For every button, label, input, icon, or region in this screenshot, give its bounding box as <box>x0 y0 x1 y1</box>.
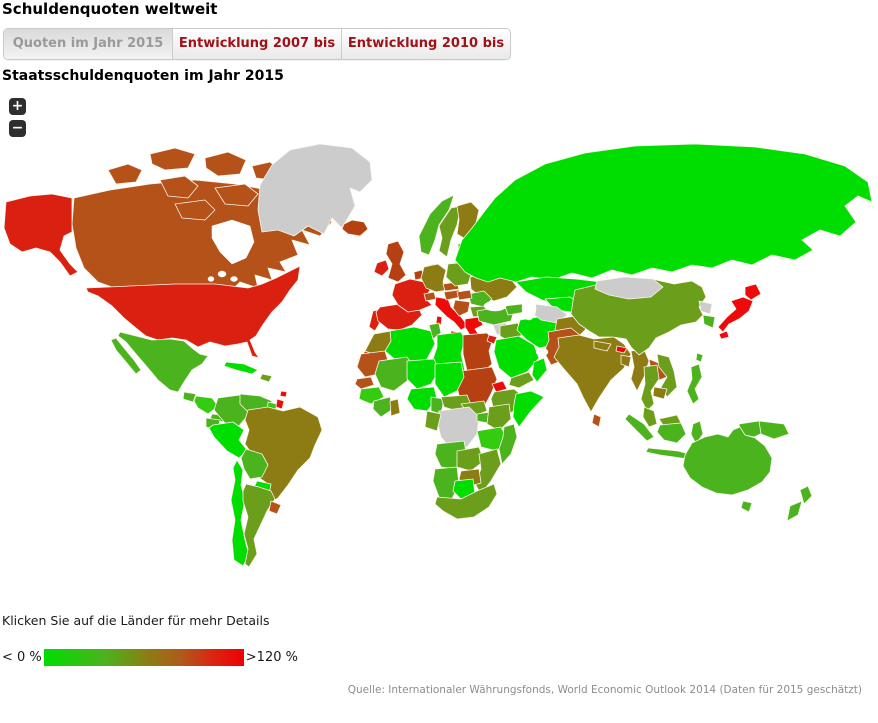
country-senegal[interactable] <box>354 376 375 390</box>
country-nepal[interactable] <box>593 340 612 352</box>
country-usa[interactable] <box>85 265 301 359</box>
country-north-korea[interactable] <box>698 300 713 315</box>
persian-gulf <box>535 347 549 357</box>
great-lake-2 <box>230 276 238 282</box>
country-ivory-coast[interactable] <box>372 396 394 418</box>
country-philippines[interactable] <box>686 363 703 405</box>
country-chad[interactable] <box>434 361 465 398</box>
country-cuba[interactable] <box>223 361 259 375</box>
hudson-bay <box>211 219 255 265</box>
country-south-korea[interactable] <box>702 314 716 329</box>
country-bolivia[interactable] <box>240 448 269 480</box>
country-sri-lanka[interactable] <box>591 413 602 428</box>
country-taiwan[interactable] <box>695 352 704 363</box>
country-tasmania[interactable] <box>740 500 753 513</box>
country-balkans[interactable] <box>452 299 471 317</box>
country-indonesia-sumatra[interactable] <box>624 413 655 442</box>
tab-entwicklung-2007-2015[interactable]: Entwicklung 2007 bis 2015 <box>173 29 342 59</box>
country-honduras[interactable] <box>193 395 219 415</box>
country-hungary[interactable] <box>456 289 473 301</box>
zoom-out-button[interactable]: − <box>9 120 26 137</box>
country-greenland[interactable] <box>257 143 373 237</box>
country-iceland[interactable] <box>341 219 369 237</box>
country-papua-new-guinea[interactable] <box>758 420 790 440</box>
country-hispaniola[interactable] <box>259 373 273 383</box>
country-oman[interactable] <box>531 357 548 383</box>
country-mali[interactable] <box>374 356 415 392</box>
legend: < 0 % >120 % <box>2 649 298 666</box>
country-mexico[interactable] <box>110 331 209 393</box>
country-chile[interactable] <box>230 459 250 567</box>
country-vietnam[interactable] <box>656 353 678 398</box>
great-lake-3 <box>207 276 215 282</box>
country-russia[interactable] <box>454 143 873 283</box>
country-eritrea[interactable] <box>491 380 508 393</box>
tab-entwicklung-2010-2015[interactable]: Entwicklung 2010 bis 2015 <box>342 29 510 59</box>
country-uruguay[interactable] <box>268 500 282 515</box>
zoom-in-button[interactable]: + <box>9 98 26 115</box>
country-norway[interactable] <box>418 194 455 256</box>
great-lake-1 <box>217 270 227 278</box>
country-sweden[interactable] <box>438 205 462 258</box>
country-suriname[interactable] <box>275 398 285 410</box>
legend-max-label: >120 % <box>245 650 298 665</box>
country-united-kingdom[interactable] <box>385 240 407 283</box>
country-kenya[interactable] <box>486 403 512 432</box>
country-guatemala[interactable] <box>182 391 197 403</box>
country-japan[interactable] <box>717 283 762 340</box>
country-peru[interactable] <box>208 421 248 459</box>
country-yemen[interactable] <box>508 371 535 389</box>
page-title: Schuldenquoten weltweit <box>2 0 218 18</box>
country-new-zealand[interactable] <box>786 485 813 522</box>
country-saudi-arabia[interactable] <box>493 335 540 379</box>
country-switzerland[interactable] <box>423 291 437 302</box>
country-malaysia[interactable] <box>642 406 658 428</box>
country-indonesia-borneo[interactable] <box>656 422 687 444</box>
country-madagascar[interactable] <box>498 423 518 465</box>
country-cambodia[interactable] <box>652 386 668 400</box>
country-ireland[interactable] <box>373 259 390 277</box>
world-map <box>0 140 878 612</box>
country-brazil[interactable] <box>244 406 323 506</box>
country-congo[interactable] <box>424 410 442 432</box>
country-china[interactable] <box>570 278 707 356</box>
country-bhutan[interactable] <box>615 345 628 354</box>
map-hint: Klicken Sie auf die Länder für mehr Deta… <box>2 613 270 628</box>
tab-bar: Quoten im Jahr 2015 Entwicklung 2007 bis… <box>3 28 511 60</box>
country-india[interactable] <box>553 334 632 413</box>
country-thailand[interactable] <box>640 364 660 412</box>
country-alaska[interactable] <box>3 193 79 277</box>
country-trinidad[interactable] <box>279 390 288 398</box>
zoom-controls: + − <box>9 98 26 142</box>
country-ghana[interactable] <box>389 398 401 417</box>
black-sea <box>483 300 507 312</box>
legend-min-label: < 0 % <box>2 650 42 665</box>
caspian-sea <box>521 295 537 321</box>
country-niger[interactable] <box>406 358 440 390</box>
country-south-africa[interactable] <box>434 483 498 520</box>
country-jordan[interactable] <box>486 334 498 345</box>
source-note: Quelle: Internationaler Währungsfonds, W… <box>347 684 862 696</box>
legend-gradient <box>43 649 244 666</box>
tab-quoten-2015[interactable]: Quoten im Jahr 2015 <box>4 29 173 59</box>
country-argentina[interactable] <box>242 483 276 568</box>
country-somalia[interactable] <box>512 390 545 428</box>
country-indonesia-sulawesi[interactable] <box>690 420 704 445</box>
country-australia[interactable] <box>682 426 773 496</box>
country-bangladesh[interactable] <box>620 354 632 368</box>
map-subtitle: Staatsschuldenquoten im Jahr 2015 <box>2 68 284 84</box>
country-mongolia[interactable] <box>594 276 664 300</box>
country-france[interactable] <box>391 278 433 313</box>
country-zambia[interactable] <box>456 446 485 472</box>
